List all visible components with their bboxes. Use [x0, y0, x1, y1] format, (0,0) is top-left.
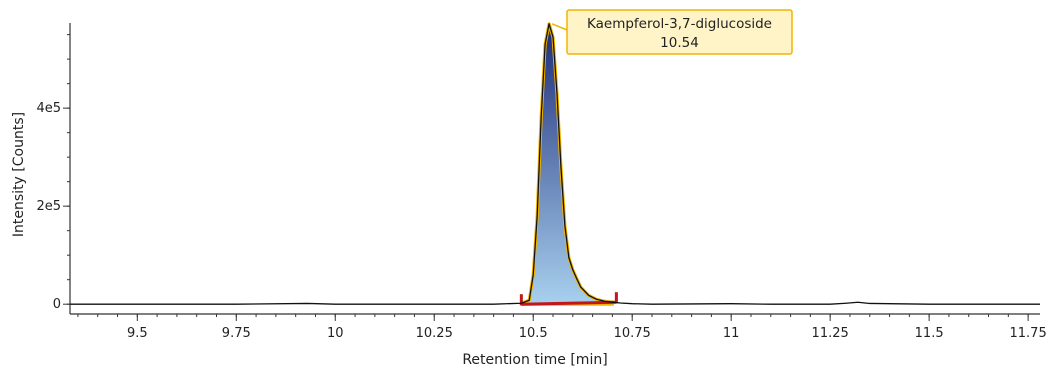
x-tick-label: 10.75 [614, 326, 651, 341]
x-tick-label: 10.5 [519, 326, 548, 341]
y-tick-label: 0 [53, 297, 61, 312]
x-tick-label: 11.5 [915, 326, 944, 341]
y-tick-label: 2e5 [36, 199, 61, 214]
chromatogram-trace [70, 23, 1040, 305]
x-tick-label: 11 [723, 326, 740, 341]
x-tick-label: 9.5 [127, 326, 148, 341]
peak-label-box [566, 9, 793, 55]
x-axis-label: Retention time [min] [462, 352, 607, 368]
x-axis-ticks: 9.5 9.75 10 10.25 10.5 10.75 11 11.25 11.5 11.75 [77, 314, 1047, 341]
peak-fill [519, 22, 615, 306]
trace [70, 23, 1040, 305]
x-tick-label: 11.75 [1010, 326, 1047, 341]
y-axis-label: Intensity [Counts] [11, 112, 27, 237]
peak-annotation: Kaempferol-3,7-diglucoside 10.54 [551, 9, 793, 55]
peak-area [519, 22, 618, 306]
y-axis-ticks: 0 2e5 4e5 [36, 34, 70, 312]
peak-label-leader [551, 23, 568, 31]
y-tick-label: 4e5 [36, 101, 61, 116]
x-tick-label: 11.25 [812, 326, 849, 341]
x-tick-label: 10.25 [416, 326, 453, 341]
x-tick-label: 10 [327, 326, 344, 341]
peak-rt-label: 10.54 [660, 35, 699, 51]
x-tick-label: 9.75 [222, 326, 251, 341]
axes [69, 23, 1040, 315]
integration-baseline [521, 300, 617, 306]
peak-name-label: Kaempferol-3,7-diglucoside [587, 16, 772, 32]
